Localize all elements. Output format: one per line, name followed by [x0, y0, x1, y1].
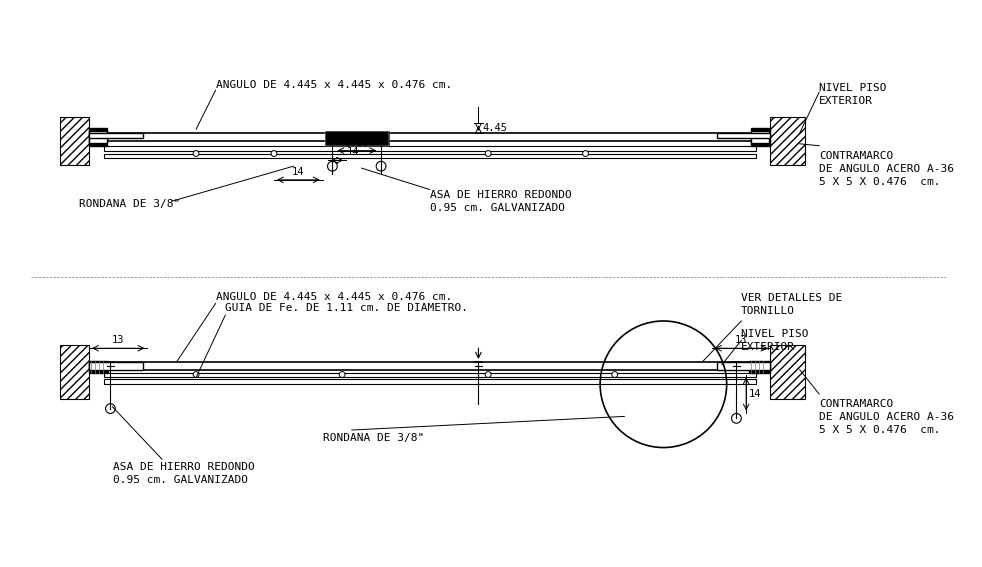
Text: RONDANA DE 3/8": RONDANA DE 3/8" — [323, 433, 424, 443]
Text: ANGULO DE 4.445 x 4.445 x 0.476 cm.: ANGULO DE 4.445 x 4.445 x 0.476 cm. — [216, 81, 452, 90]
Circle shape — [105, 404, 115, 413]
Bar — [717, 133, 771, 138]
Circle shape — [485, 371, 491, 378]
Text: 13: 13 — [112, 335, 125, 345]
Text: NIVEL PISO
EXTERIOR: NIVEL PISO EXTERIOR — [741, 329, 809, 352]
Circle shape — [193, 151, 199, 156]
Bar — [104, 154, 756, 158]
Bar — [749, 361, 771, 373]
Circle shape — [193, 371, 199, 378]
Bar — [60, 117, 89, 165]
Bar — [89, 141, 106, 146]
Bar — [104, 379, 756, 384]
Bar — [771, 345, 804, 399]
Bar — [89, 133, 142, 138]
Bar — [325, 131, 389, 146]
Bar — [717, 362, 771, 370]
Text: 13: 13 — [736, 335, 747, 345]
Bar — [60, 345, 89, 399]
Circle shape — [582, 151, 588, 156]
Circle shape — [339, 371, 345, 378]
Bar — [104, 133, 756, 141]
Circle shape — [376, 162, 386, 171]
Bar — [89, 128, 106, 146]
Text: CONTRAMARCO
DE ANGULO ACERO A-36
5 X 5 X 0.476  cm.: CONTRAMARCO DE ANGULO ACERO A-36 5 X 5 X… — [819, 399, 955, 435]
Bar — [89, 131, 106, 143]
Bar — [771, 117, 804, 165]
Text: RONDANA DE 3/8": RONDANA DE 3/8" — [80, 199, 181, 209]
Text: VER DETALLES DE
TORNILLO: VER DETALLES DE TORNILLO — [741, 293, 843, 316]
Text: 14: 14 — [749, 389, 762, 399]
Text: GUIA DE Fe. DE 1.11 cm. DE DIAMETRO.: GUIA DE Fe. DE 1.11 cm. DE DIAMETRO. — [225, 303, 468, 313]
Circle shape — [271, 151, 277, 156]
Text: ASA DE HIERRO REDONDO
0.95 cm. GALVANIZADO: ASA DE HIERRO REDONDO 0.95 cm. GALVANIZA… — [113, 462, 255, 485]
Bar — [751, 128, 771, 146]
Circle shape — [612, 371, 618, 378]
Bar — [325, 131, 389, 146]
Text: 14: 14 — [292, 167, 304, 177]
Circle shape — [732, 413, 741, 423]
Text: CONTRAMARCO
DE ANGULO ACERO A-36
5 X 5 X 0.476  cm.: CONTRAMARCO DE ANGULO ACERO A-36 5 X 5 X… — [819, 151, 955, 187]
Bar — [104, 373, 756, 378]
Circle shape — [328, 162, 337, 171]
Text: NIVEL PISO
EXTERIOR: NIVEL PISO EXTERIOR — [819, 83, 887, 106]
Bar — [104, 362, 756, 370]
Bar — [104, 146, 756, 151]
Bar — [89, 361, 108, 373]
Text: ASA DE HIERRO REDONDO
0.95 cm. GALVANIZADO: ASA DE HIERRO REDONDO 0.95 cm. GALVANIZA… — [430, 189, 572, 213]
Text: 14: 14 — [347, 147, 359, 158]
Text: ANGULO DE 4.445 x 4.445 x 0.476 cm.: ANGULO DE 4.445 x 4.445 x 0.476 cm. — [216, 291, 452, 302]
Text: 0.95: 0.95 — [345, 138, 369, 147]
Circle shape — [485, 151, 491, 156]
Text: 4.45: 4.45 — [482, 123, 508, 133]
Bar — [751, 131, 769, 143]
Bar — [89, 362, 142, 370]
